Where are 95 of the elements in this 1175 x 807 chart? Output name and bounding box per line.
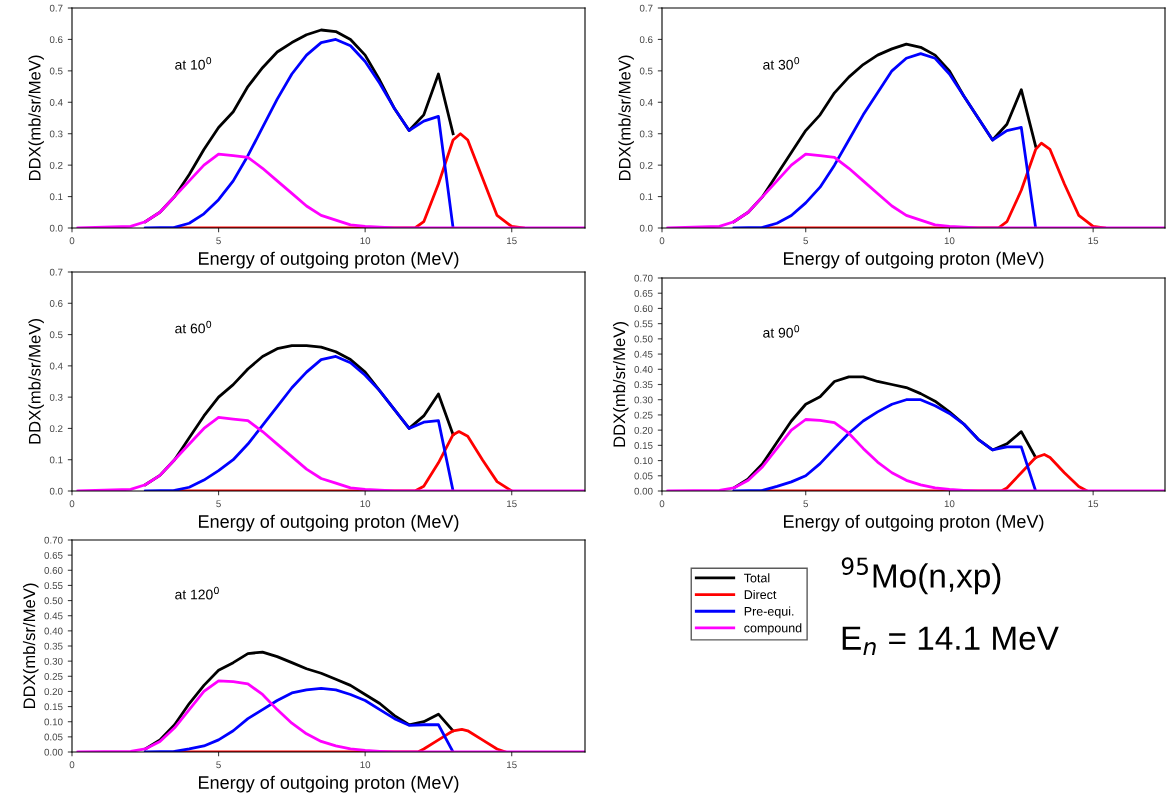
y-tick-label: 0.3: [639, 130, 653, 138]
y-tick-label: 0.60: [44, 567, 63, 574]
y-tick-label: 0.2: [49, 161, 63, 169]
x-tick-label: 0: [69, 237, 75, 245]
y-tick-label: 0.40: [634, 366, 653, 373]
x-tick-label: 0: [659, 500, 665, 508]
y-tick-label: 0.10: [634, 457, 653, 465]
y-tick-label: 0.00: [634, 487, 653, 495]
legend-label: Pre-equi.: [744, 606, 794, 619]
y-tick-label: 0.15: [44, 703, 63, 711]
y-tick-label: 0.70: [44, 536, 63, 544]
y-tick-label: 0.05: [44, 733, 63, 741]
y-tick-label: 0.5: [49, 331, 63, 339]
y-tick-label: 0.7: [49, 268, 63, 276]
legend-label: Total: [744, 573, 770, 583]
y-tick-label: 0.30: [44, 657, 63, 665]
x-axis-title: Energy of outgoing proton (MeV): [199, 775, 459, 793]
x-tick-label: 10: [360, 237, 371, 245]
y-tick-label: 0.70: [634, 274, 653, 282]
y-tick-label: 0.65: [44, 551, 63, 559]
x-tick-label: 15: [507, 500, 517, 508]
y-tick-label: 0.5: [49, 67, 63, 75]
text: $^{95}$Mo(n,xp): [841, 557, 1001, 595]
x-tick-label: 15: [1088, 500, 1099, 508]
y-tick-label: 0.5: [639, 67, 653, 75]
annotation: at 60$^{0}$: [175, 320, 212, 334]
y-tick-label: 0.65: [634, 289, 653, 297]
x-tick-label: 5: [803, 237, 809, 245]
y-tick-label: 0.05: [634, 472, 653, 480]
y-tick-label: 0.3: [49, 130, 63, 138]
y-tick-label: 0.45: [634, 350, 653, 358]
y-tick-label: 0.7: [49, 4, 63, 12]
y-tick-label: 0.0: [639, 224, 653, 232]
y-tick-label: 0.20: [634, 426, 653, 434]
y-tick-label: 0.60: [634, 305, 653, 313]
y-tick-label: 0.4: [49, 99, 63, 106]
y-tick-label: 0.2: [49, 425, 63, 433]
x-tick-label: 5: [216, 500, 221, 508]
y-axis-title: DDX(mb/sr/MeV): [618, 55, 634, 181]
x-tick-label: 0: [659, 237, 665, 245]
y-tick-label: 0.7: [639, 4, 653, 12]
x-axis-title: Energy of outgoing proton (MeV): [199, 514, 459, 532]
y-tick-label: 0.4: [639, 99, 653, 106]
y-tick-label: 0.10: [44, 718, 63, 726]
annotation: at 90$^{0}$: [763, 325, 800, 338]
y-tick-label: 0.6: [49, 300, 63, 307]
x-tick-label: 15: [507, 761, 517, 769]
y-axis-title: DDX(mb/sr/MeV): [612, 322, 629, 447]
y-axis-title: DDX(mb/sr/MeV): [28, 55, 44, 181]
x-axis-title: Energy of outgoing proton (MeV): [199, 251, 459, 269]
y-tick-label: 0.20: [44, 688, 63, 696]
y-tick-label: 0.45: [44, 612, 63, 620]
y-tick-label: 0.4: [49, 362, 63, 370]
y-tick-label: 0.1: [49, 456, 63, 464]
x-tick-label: 5: [216, 237, 221, 245]
y-tick-label: 0.55: [44, 582, 63, 590]
y-tick-label: 0.00: [44, 748, 63, 756]
x-tick-label: 0: [69, 500, 75, 508]
x-tick-label: 10: [944, 237, 955, 245]
y-tick-label: 0.15: [634, 442, 653, 449]
x-tick-label: 15: [507, 237, 517, 245]
x-tick-label: 10: [944, 500, 955, 508]
x-axis-title: Energy of outgoing proton (MeV): [784, 514, 1044, 532]
y-axis-title: DDX(mb/sr/MeV): [28, 319, 44, 444]
y-tick-label: 0.50: [44, 597, 63, 605]
text: E$_{n}$ = 14.1 MeV: [842, 626, 1059, 656]
legend-label: Direct: [744, 589, 777, 600]
x-tick-label: 5: [216, 761, 221, 769]
y-tick-label: 0.2: [639, 161, 653, 169]
y-tick-label: 0.55: [634, 320, 653, 328]
y-tick-label: 0.30: [634, 396, 653, 404]
x-axis-title: Energy of outgoing proton (MeV): [784, 251, 1044, 269]
y-tick-label: 0.25: [634, 411, 653, 419]
y-tick-label: 0.6: [49, 36, 63, 44]
y-tick-label: 0.35: [634, 381, 653, 389]
x-tick-label: 0: [69, 761, 75, 769]
y-tick-label: 0.35: [44, 642, 63, 650]
y-tick-label: 0.25: [44, 673, 63, 680]
y-axis-title: DDX(mb/sr/MeV): [22, 583, 39, 709]
annotation: at 120$^{0}$: [175, 586, 219, 600]
y-tick-label: 0.40: [44, 627, 63, 635]
y-tick-label: 0.1: [639, 193, 653, 201]
y-tick-label: 0.3: [49, 393, 63, 401]
y-tick-label: 0.0: [49, 224, 63, 232]
y-tick-label: 0.0: [49, 487, 63, 495]
legend-label: compound: [744, 623, 802, 635]
x-tick-label: 15: [1088, 237, 1099, 245]
y-tick-label: 0.1: [49, 193, 63, 201]
annotation: at 10$^{0}$: [175, 56, 212, 70]
annotation: at 30$^{0}$: [763, 56, 800, 70]
x-tick-label: 10: [360, 761, 371, 769]
x-tick-label: 10: [360, 500, 371, 508]
x-tick-label: 5: [803, 500, 809, 508]
y-tick-label: 0.6: [639, 36, 653, 44]
y-tick-label: 0.50: [634, 335, 653, 343]
